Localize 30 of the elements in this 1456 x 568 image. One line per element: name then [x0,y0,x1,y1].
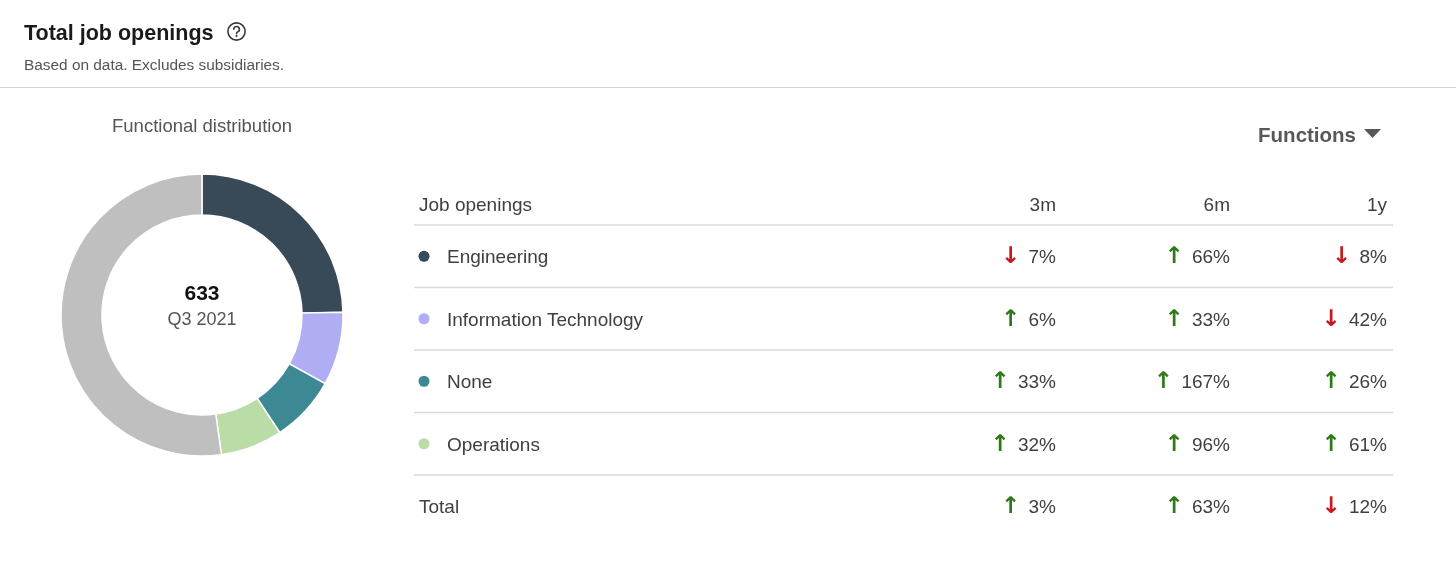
chart-title: Functional distribution [112,115,292,136]
data-label: ↓ 7% [1000,242,1057,269]
category-label: Engineering [447,246,549,268]
text: Job openings [419,194,533,215]
text: 1y [1366,194,1388,215]
data-label: ↑ 61% [1321,429,1388,456]
text: 6m [1203,194,1230,215]
category-label: None [447,371,493,393]
text: Q3 2021 [167,309,237,329]
category-label: Operations [447,433,540,455]
category-label: Information Technology [447,308,644,330]
data-label: ↓ 42% [1321,304,1388,331]
data-label: ↓ 12% [1321,492,1388,519]
data-label: ↑ 96% [1164,429,1231,456]
data-label: ↑ 3% [1000,492,1057,519]
text: Functions [1258,123,1356,146]
data-label: ↑ 33% [1164,304,1231,331]
data-label: ↑ 26% [1321,367,1388,394]
data-label: ↑ 32% [990,429,1057,456]
text: 3m [1029,194,1056,215]
data-label: ↑ 63% [1164,492,1231,519]
data-label: ↓ 8% [1331,242,1388,269]
text: 633 [184,281,220,304]
data-label: ↑ 167% [1153,367,1231,394]
text: Total job openings [24,21,214,45]
data-label: ↑ 66% [1164,242,1231,269]
category-label: Total [419,496,460,518]
data-label: ↑ 33% [990,367,1057,394]
data-label: ↑ 6% [1000,304,1057,331]
text: Based on data. Excludes subsidiaries. [24,56,285,73]
